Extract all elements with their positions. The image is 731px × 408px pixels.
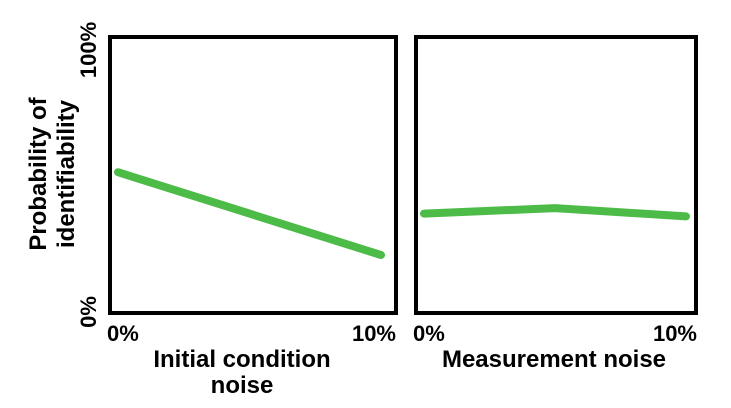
y-axis-title-line-2: identifiability [53, 99, 80, 248]
x-tick-label-left-min: 0% [107, 321, 139, 346]
x-axis-title-left-line-2: noise [211, 372, 274, 399]
plot-frame-left [108, 35, 398, 315]
x-axis-title-left-line-1: Initial condition [153, 346, 330, 373]
y-axis-title: Probability of identifiability [25, 96, 80, 250]
plot-frame-right [414, 35, 698, 315]
x-tick-label-right-min: 0% [413, 321, 445, 346]
chart-panel-measurement: 0% 10% Measurement noise [413, 35, 698, 373]
series-line-left [114, 168, 385, 259]
y-tick-label-min: 0% [76, 296, 101, 328]
x-axis-title-right: Measurement noise [442, 346, 666, 373]
x-tick-label-right-max: 10% [653, 321, 697, 346]
chart-panel-initial-condition: 0% 10% Initial condition noise [107, 35, 398, 399]
y-tick-label-max: 100% [76, 22, 101, 78]
series-line-right [420, 204, 690, 221]
x-tick-label-left-max: 10% [352, 321, 396, 346]
y-axis-title-line-1: Probability of [25, 96, 52, 250]
